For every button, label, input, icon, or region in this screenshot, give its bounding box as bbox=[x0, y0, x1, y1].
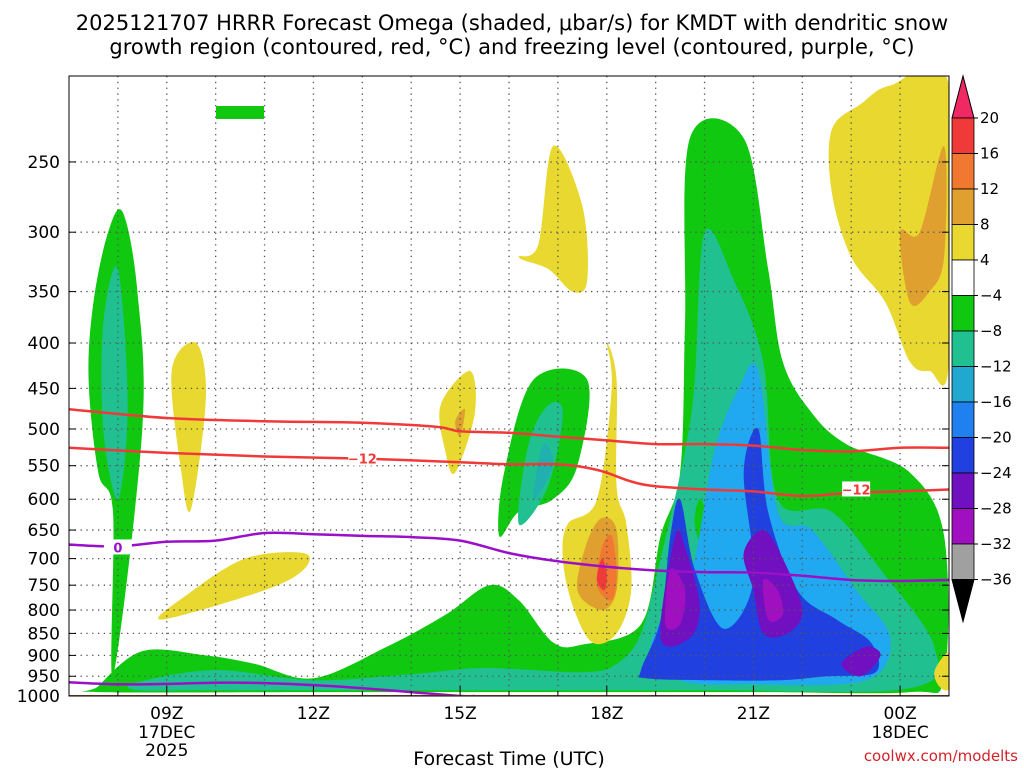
y-tick-label-950: 950 bbox=[28, 667, 60, 687]
x-tick-label-21Z: 21Z bbox=[737, 704, 770, 724]
omega-region-y4 bbox=[934, 652, 949, 691]
colorbar-label-5: −4 bbox=[980, 287, 1002, 305]
y-tick-label-350: 350 bbox=[28, 283, 60, 303]
colorbar-label-9: −20 bbox=[980, 429, 1012, 447]
dendritic-growth-contours: −12 −12 bbox=[69, 407, 949, 498]
chart-title-line-1: 2025121707 HRRR Forecast Omega (shaded, … bbox=[76, 11, 948, 35]
omega-region-c12 bbox=[533, 443, 554, 500]
y-tick-label-650: 650 bbox=[28, 521, 60, 541]
colorbar-label-7: −12 bbox=[980, 358, 1012, 376]
omega-region-g8 bbox=[101, 266, 128, 500]
y-tick-label-600: 600 bbox=[28, 490, 60, 510]
colorbar-box-4 bbox=[951, 224, 975, 261]
y-tick-label-400: 400 bbox=[28, 334, 60, 354]
x-tick-label-00Z: 00Z bbox=[883, 704, 916, 724]
y-tick-label-850: 850 bbox=[28, 624, 60, 644]
colorbar-label-10: −24 bbox=[980, 464, 1012, 482]
grid-lines bbox=[69, 76, 949, 696]
colorbar-box-2 bbox=[951, 153, 975, 190]
colorbar-bottom-arrow bbox=[951, 579, 975, 624]
x-axis-label: Forecast Time (UTC) bbox=[413, 748, 604, 768]
colorbar-label-12: −32 bbox=[980, 535, 1012, 553]
chart-title-line-2: growth region (contoured, red, °C) and f… bbox=[109, 35, 914, 59]
colorbar-box-7 bbox=[951, 330, 975, 367]
credit-link[interactable]: coolwx.com/modelts bbox=[864, 747, 1018, 765]
colorbar-box-13 bbox=[951, 543, 975, 580]
x-tick-label-18Z: 18Z bbox=[590, 704, 623, 724]
colorbar-box-5 bbox=[951, 259, 975, 296]
colorbar-box-12 bbox=[951, 508, 975, 545]
freezing-contour-0-label: 0 bbox=[113, 541, 122, 556]
y-tick-label-500: 500 bbox=[28, 420, 60, 440]
x-tick-date-00Z: 18DEC bbox=[871, 723, 928, 743]
dgz-contour-1-label-bg bbox=[842, 481, 871, 497]
colorbar: 20 16 12 8 4 −4 −8 −12 −16 −20 −24 −28 −32 −36 bbox=[951, 74, 1012, 624]
y-tick-label-250: 250 bbox=[28, 153, 60, 173]
colorbar-box-6 bbox=[951, 295, 975, 332]
colorbar-label-6: −8 bbox=[980, 322, 1002, 340]
y-tick-label-750: 750 bbox=[28, 576, 60, 596]
colorbar-top-arrow bbox=[951, 74, 975, 119]
colorbar-box-3 bbox=[951, 188, 975, 225]
omega-region-m28 bbox=[762, 578, 784, 623]
y-tick-label-550: 550 bbox=[28, 457, 60, 477]
dgz-contour-1-label: −12 bbox=[842, 483, 871, 498]
y-tick-label-300: 300 bbox=[28, 223, 60, 243]
omega-region-y4 bbox=[518, 145, 588, 293]
colorbar-label-11: −28 bbox=[980, 500, 1012, 518]
x-tick-label-09Z: 09Z bbox=[150, 704, 183, 724]
x-tick-date-09Z: 17DEC bbox=[138, 723, 195, 743]
omega-region-p24 bbox=[743, 530, 803, 638]
colorbar-label-13: −36 bbox=[980, 571, 1012, 589]
freezing-contour-1-line bbox=[69, 681, 475, 696]
colorbar-label-8: −16 bbox=[980, 393, 1012, 411]
omega-region-p24 bbox=[841, 646, 881, 677]
omega-region-y4 bbox=[828, 76, 949, 386]
legend-swatch bbox=[216, 106, 264, 119]
colorbar-label-2: 12 bbox=[980, 180, 999, 198]
omega-region-y4 bbox=[158, 552, 310, 620]
colorbar-box-10 bbox=[951, 437, 975, 474]
y-tick-label-1000: 1000 bbox=[17, 687, 60, 707]
colorbar-box-11 bbox=[951, 472, 975, 509]
y-tick-label-450: 450 bbox=[28, 379, 60, 399]
dgz-contour-1-label: −12 bbox=[348, 453, 377, 468]
freezing-contour-0-label-bg bbox=[103, 539, 132, 555]
colorbar-label-0: 20 bbox=[980, 109, 999, 127]
y-tick-label-700: 700 bbox=[28, 550, 60, 570]
x-tick-year-09Z: 2025 bbox=[145, 741, 188, 761]
colorbar-box-8 bbox=[951, 366, 975, 403]
omega-region-y4 bbox=[171, 342, 206, 513]
y-axis-ticks: 2503003504004505005506006507007508008509… bbox=[17, 153, 949, 707]
y-tick-label-900: 900 bbox=[28, 646, 60, 666]
x-tick-label-12Z: 12Z bbox=[297, 704, 330, 724]
colorbar-box-1 bbox=[951, 117, 975, 154]
dgz-contour-1-line bbox=[69, 446, 949, 498]
colorbar-label-1: 16 bbox=[980, 145, 999, 163]
legend-swatch-patch bbox=[216, 106, 264, 119]
omega-region-y8 bbox=[899, 146, 947, 306]
colorbar-label-3: 8 bbox=[980, 216, 990, 234]
omega-shaded-regions bbox=[80, 76, 949, 694]
freezing-level-contours: 0 bbox=[69, 531, 949, 696]
x-tick-label-15Z: 15Z bbox=[443, 704, 476, 724]
dgz-contour-0-line bbox=[69, 407, 949, 453]
dgz-contour-1-label-bg bbox=[348, 450, 377, 466]
freezing-contour-0-line bbox=[69, 531, 949, 583]
colorbar-label-4: 4 bbox=[980, 251, 990, 269]
y-tick-label-800: 800 bbox=[28, 601, 60, 621]
omega-region-m28 bbox=[664, 568, 686, 630]
colorbar-box-9 bbox=[951, 401, 975, 438]
